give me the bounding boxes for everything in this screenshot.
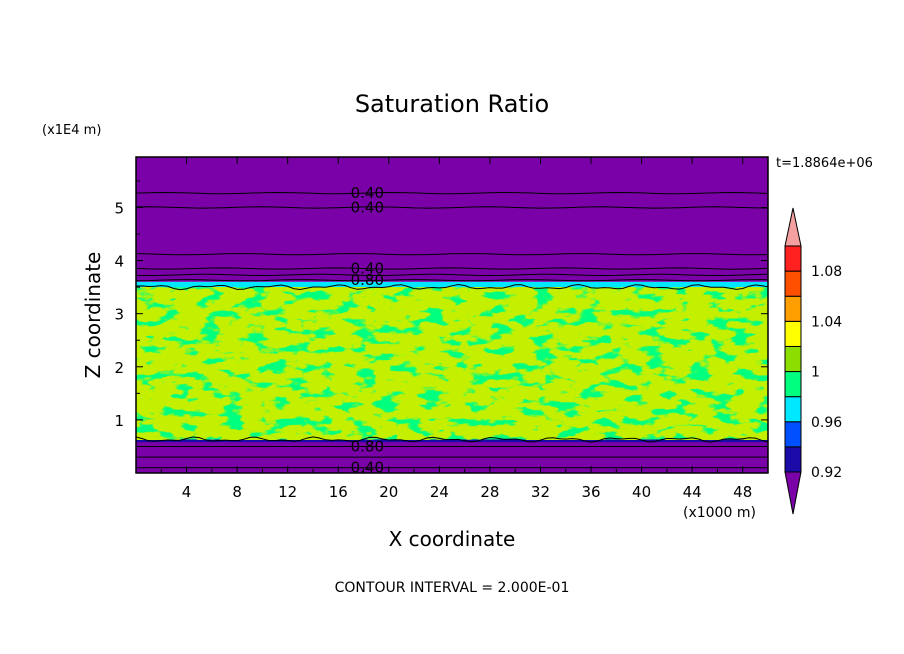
y-tick-label-4: 4 bbox=[114, 253, 124, 271]
x-axis-label: X coordinate bbox=[389, 527, 516, 551]
colorbar-segment-8 bbox=[784, 245, 802, 272]
x-tick-label-40: 40 bbox=[632, 483, 651, 501]
plot-area bbox=[136, 157, 768, 473]
colorbar-segment-6 bbox=[784, 295, 802, 322]
x-tick-label-24: 24 bbox=[430, 483, 449, 501]
y-scale-label: (x1E4 m) bbox=[42, 123, 101, 138]
y-tick-label-3: 3 bbox=[114, 306, 124, 324]
x-tick-label-8: 8 bbox=[232, 483, 242, 501]
contour-label-1: 0.40 bbox=[351, 198, 384, 216]
contour-label-3: 0.80 bbox=[351, 271, 384, 289]
x-scale-label: (x1000 m) bbox=[683, 505, 756, 521]
colorbar-label-1: 1 bbox=[811, 365, 820, 381]
contour-line-upper-2 bbox=[136, 253, 768, 256]
chart-title: Saturation Ratio bbox=[355, 90, 549, 118]
colorbar-label-0.96: 0.96 bbox=[811, 415, 842, 431]
contour-line-upper-5 bbox=[136, 279, 768, 282]
x-tick-label-20: 20 bbox=[379, 483, 398, 501]
colorbar-arrow-top bbox=[784, 207, 802, 247]
colorbar-segment-3 bbox=[784, 371, 802, 398]
x-axis: 4 8 12 16 20 24 28 32 36 40 44 48 bbox=[160, 157, 752, 501]
colorbar-segment-5 bbox=[784, 320, 802, 347]
x-tick-label-28: 28 bbox=[480, 483, 499, 501]
colorbar-segment-2 bbox=[784, 396, 802, 423]
contour-label-2: 0.40 bbox=[351, 260, 384, 278]
colorbar-legend: 0.92 0.96 1 1.04 1.08 bbox=[784, 207, 842, 515]
contour-label-0: 0.40 bbox=[351, 184, 384, 202]
colorbar-segment-4 bbox=[784, 345, 802, 373]
colorbar-label-1.04: 1.04 bbox=[811, 314, 842, 330]
band-4 bbox=[136, 157, 768, 282]
x-tick-label-4: 4 bbox=[182, 483, 192, 501]
colorbar-segment-0 bbox=[784, 446, 802, 473]
x-tick-label-36: 36 bbox=[581, 483, 600, 501]
contour-line-upper-3 bbox=[136, 267, 768, 270]
band-3 bbox=[136, 281, 768, 288]
y-tick-label-2: 2 bbox=[114, 359, 124, 377]
x-tick-label-32: 32 bbox=[531, 483, 550, 501]
contour-label-5: 0.40 bbox=[351, 459, 384, 477]
contour-line-boundary-1 bbox=[136, 436, 768, 443]
contour-interval-note: CONTOUR INTERVAL = 2.000E-01 bbox=[335, 580, 570, 596]
colorbar-arrow-bottom bbox=[784, 471, 802, 515]
y-axis: 1 2 3 4 5 bbox=[114, 180, 768, 447]
colorbar-segment-1 bbox=[784, 421, 802, 448]
colorbar-label-1.08: 1.08 bbox=[811, 264, 842, 280]
x-tick-label-12: 12 bbox=[278, 483, 297, 501]
x-tick-label-48: 48 bbox=[733, 483, 752, 501]
contour-label-4: 0.80 bbox=[351, 437, 384, 455]
contour-line-boundary-0 bbox=[136, 283, 768, 291]
y-tick-label-1: 1 bbox=[114, 412, 124, 430]
x-tick-label-44: 44 bbox=[683, 483, 702, 501]
colorbar-label-0.92: 0.92 bbox=[811, 465, 842, 481]
contour-line-upper-4 bbox=[136, 273, 768, 277]
contour-line-upper-1 bbox=[136, 206, 768, 209]
contour-line-upper-0 bbox=[136, 191, 768, 195]
time-label: t=1.8864e+06 bbox=[776, 156, 873, 171]
y-axis-label: Z coordinate bbox=[81, 252, 105, 379]
y-tick-label-5: 5 bbox=[114, 199, 124, 217]
colorbar-segment-7 bbox=[784, 270, 802, 297]
band-lower-edge bbox=[136, 439, 768, 443]
x-tick-label-16: 16 bbox=[329, 483, 348, 501]
turbulent-supersaturated-region bbox=[136, 287, 768, 440]
plot-frame bbox=[135, 156, 769, 474]
